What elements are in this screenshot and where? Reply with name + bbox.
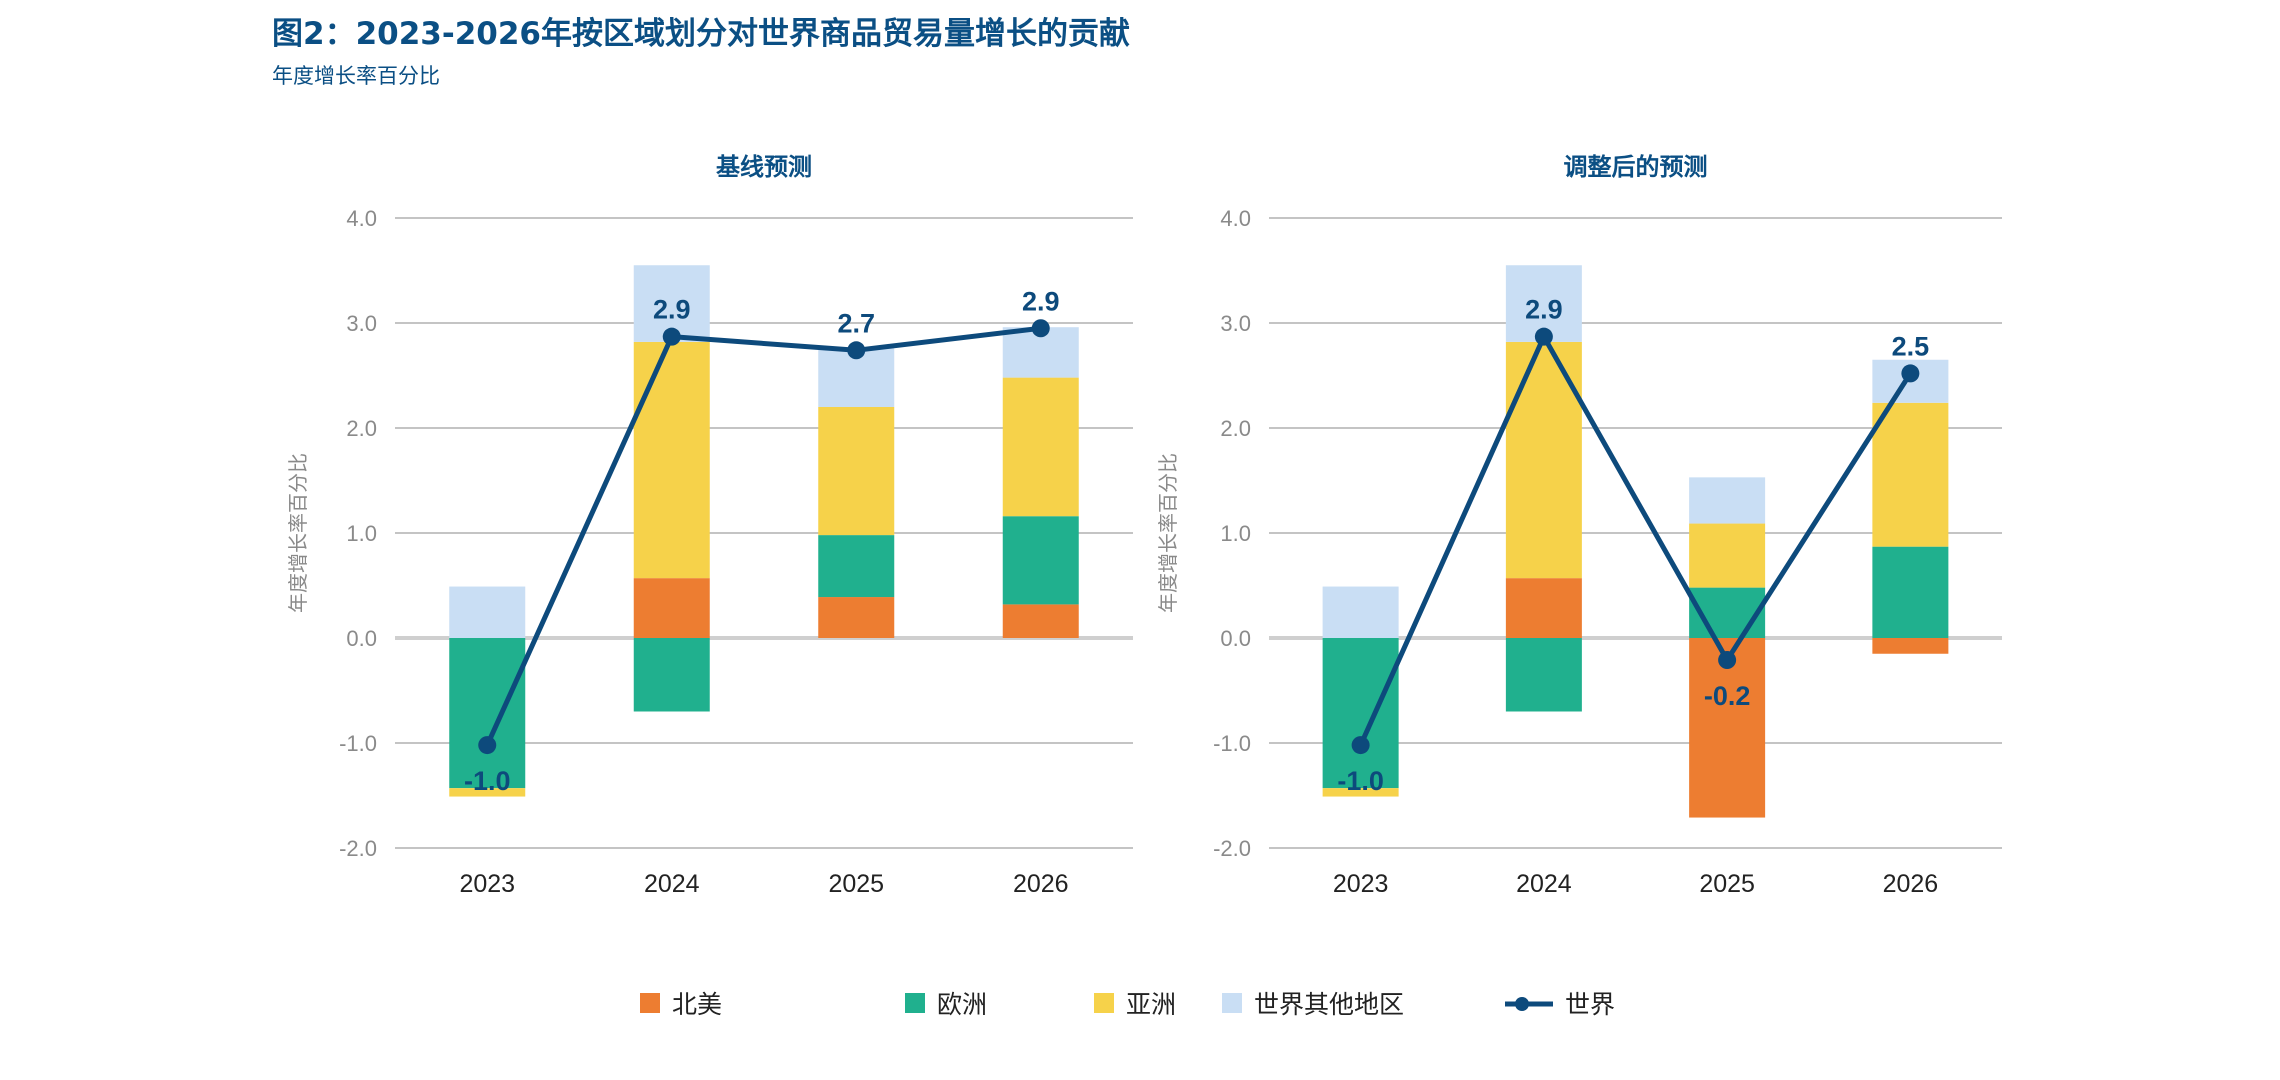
bar-segment-2023 — [1322, 586, 1399, 638]
world-line — [1358, 331, 1913, 747]
bar-segment-2024 — [633, 341, 710, 579]
legend-swatch — [640, 993, 660, 1013]
bar-segment-2025 — [1689, 477, 1766, 524]
bar-segment-2026 — [1872, 402, 1949, 547]
world-point — [1718, 651, 1737, 670]
bar-segment-2023 — [449, 788, 526, 797]
bar-segment-2024 — [1505, 578, 1582, 638]
y-tick-label: -2.0 — [339, 836, 377, 861]
y-tick-label: -1.0 — [1213, 731, 1251, 756]
y-tick-label: -2.0 — [1213, 836, 1251, 861]
world-point — [847, 341, 866, 360]
x-tick-label: 2025 — [828, 870, 884, 898]
bar-segment-2025 — [818, 407, 895, 536]
bar-segment-2026 — [1002, 377, 1079, 517]
world-point — [662, 327, 681, 346]
y-tick-label: 4.0 — [346, 206, 377, 231]
y-axis-label: 年度增长率百分比 — [286, 453, 310, 613]
data-label: -1.0 — [464, 766, 511, 796]
world-point — [1901, 364, 1920, 383]
legend-label: 欧洲 — [937, 990, 987, 1019]
legend-item: 世界 — [1505, 990, 1615, 1019]
x-tick-label: 2024 — [1516, 870, 1572, 898]
chart-panel-1: 基线预测 4.0 3.0 2.0 1.0 0.0 -1.0 -2.0 年度增长率百分比 2023 2… — [286, 153, 1133, 898]
bar-segment-2023 — [1322, 638, 1399, 789]
bar-segment-2026 — [1872, 546, 1949, 638]
bar-segment-2026 — [1002, 516, 1079, 605]
bar-segment-2026 — [1872, 638, 1949, 654]
legend-item: 北美 — [640, 990, 722, 1019]
legend-label: 世界其他地区 — [1254, 990, 1404, 1019]
data-label: 2.9 — [1525, 295, 1563, 325]
legend-swatch — [1222, 993, 1242, 1013]
y-tick-label: 2.0 — [346, 416, 377, 441]
y-tick-label: 2.0 — [1220, 416, 1251, 441]
y-tick-label: 1.0 — [1220, 521, 1251, 546]
data-label: 2.9 — [653, 295, 691, 325]
data-label: 2.7 — [837, 308, 875, 338]
y-tick-label: -1.0 — [339, 731, 377, 756]
x-tick-label: 2023 — [459, 870, 515, 898]
bar-segment-2024 — [633, 638, 710, 712]
y-axis-label: 年度增长率百分比 — [1156, 453, 1180, 613]
legend-swatch — [905, 993, 925, 1013]
x-tick-label: 2026 — [1883, 870, 1939, 898]
panel-title: 调整后的预测 — [1564, 153, 1708, 181]
bar-segment-2023 — [449, 586, 526, 638]
legend-item: 欧洲 — [905, 990, 987, 1019]
data-label: 2.9 — [1022, 286, 1060, 316]
data-label: -1.0 — [1337, 766, 1384, 796]
world-line — [484, 325, 1042, 747]
legend-label: 亚洲 — [1126, 990, 1176, 1019]
world-point — [1534, 327, 1553, 346]
y-tick-label: 3.0 — [1220, 311, 1251, 336]
panel-title: 基线预测 — [716, 153, 812, 181]
bar-segment-2023 — [1322, 788, 1399, 797]
legend-marker-icon — [1515, 997, 1529, 1011]
x-tick-label: 2023 — [1333, 870, 1389, 898]
bar-segment-2024 — [1505, 638, 1582, 712]
y-tick-label: 0.0 — [346, 626, 377, 651]
legend-swatch — [1094, 993, 1114, 1013]
y-tick-label: 3.0 — [346, 311, 377, 336]
legend-label: 北美 — [672, 990, 722, 1019]
y-tick-label: 1.0 — [346, 521, 377, 546]
legend-item: 亚洲 — [1094, 990, 1176, 1019]
bar-segment-2023 — [449, 638, 526, 789]
bar-segment-2026 — [1002, 604, 1079, 638]
y-tick-label: 4.0 — [1220, 206, 1251, 231]
figure-title: 图2：2023-2026年按区域划分对世界商品贸易量增长的贡献 — [272, 16, 1130, 52]
legend-item: 世界其他地区 — [1222, 990, 1404, 1019]
y-tick-label: 0.0 — [1220, 626, 1251, 651]
world-point — [1351, 736, 1370, 755]
bar-segment-2025 — [818, 535, 895, 598]
legend: 北美 欧洲 亚洲 世界其他地区 世界 — [640, 990, 1615, 1019]
bar-segment-2025 — [1689, 523, 1766, 588]
x-tick-label: 2025 — [1699, 870, 1755, 898]
bar-segment-2025 — [818, 597, 895, 638]
data-label: 2.5 — [1892, 331, 1930, 361]
world-point — [478, 736, 497, 755]
data-label: -0.2 — [1704, 681, 1751, 711]
figure-subtitle: 年度增长率百分比 — [272, 64, 440, 88]
bar-segment-2024 — [633, 578, 710, 638]
x-tick-label: 2026 — [1013, 870, 1069, 898]
bar-segment-2024 — [1505, 341, 1582, 579]
chart-panel-2: 调整后的预测 4.0 3.0 2.0 1.0 0.0 -1.0 -2.0 年度增长率百分比 202… — [1156, 153, 2002, 898]
world-point — [1031, 319, 1050, 338]
x-tick-label: 2024 — [644, 870, 700, 898]
legend-label: 世界 — [1565, 990, 1615, 1019]
